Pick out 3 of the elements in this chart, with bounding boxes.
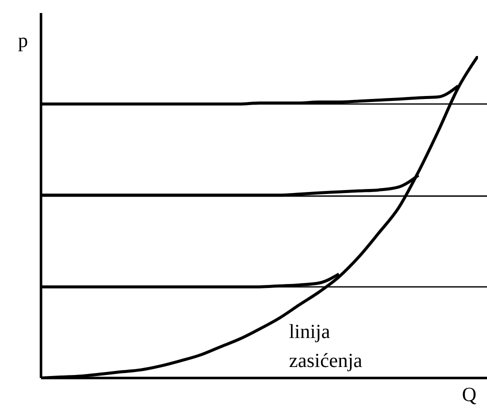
x-axis-title: Q — [462, 384, 476, 407]
y-axis-title: p — [18, 30, 28, 53]
annotation: linija zasićenja — [289, 320, 362, 374]
